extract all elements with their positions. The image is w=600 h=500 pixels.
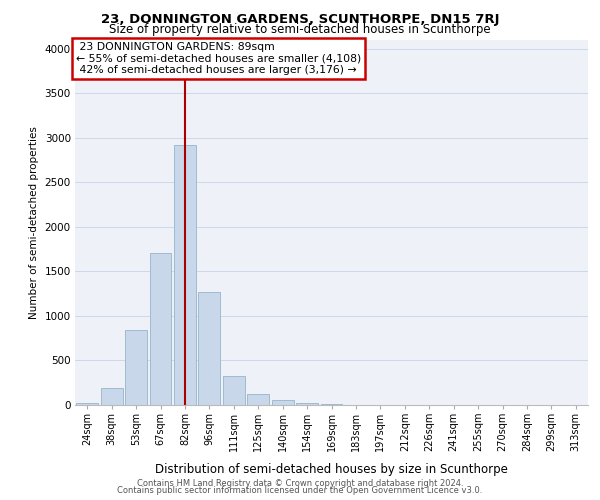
Bar <box>174 145 196 405</box>
Text: Contains HM Land Registry data © Crown copyright and database right 2024.: Contains HM Land Registry data © Crown c… <box>137 478 463 488</box>
Bar <box>76 403 98 405</box>
Bar <box>223 376 245 405</box>
Bar <box>125 330 147 405</box>
Bar <box>296 403 318 405</box>
Text: Size of property relative to semi-detached houses in Scunthorpe: Size of property relative to semi-detach… <box>109 22 491 36</box>
Bar <box>272 400 293 405</box>
Bar <box>247 394 269 405</box>
Bar <box>149 253 172 405</box>
Y-axis label: Number of semi-detached properties: Number of semi-detached properties <box>29 126 39 319</box>
Bar <box>320 404 343 405</box>
Bar <box>199 292 220 405</box>
Text: 23 DONNINGTON GARDENS: 89sqm
← 55% of semi-detached houses are smaller (4,108)
 : 23 DONNINGTON GARDENS: 89sqm ← 55% of se… <box>76 42 361 75</box>
Text: Contains public sector information licensed under the Open Government Licence v3: Contains public sector information licen… <box>118 486 482 495</box>
X-axis label: Distribution of semi-detached houses by size in Scunthorpe: Distribution of semi-detached houses by … <box>155 462 508 475</box>
Text: 23, DONNINGTON GARDENS, SCUNTHORPE, DN15 7RJ: 23, DONNINGTON GARDENS, SCUNTHORPE, DN15… <box>101 12 499 26</box>
Bar <box>101 388 122 405</box>
